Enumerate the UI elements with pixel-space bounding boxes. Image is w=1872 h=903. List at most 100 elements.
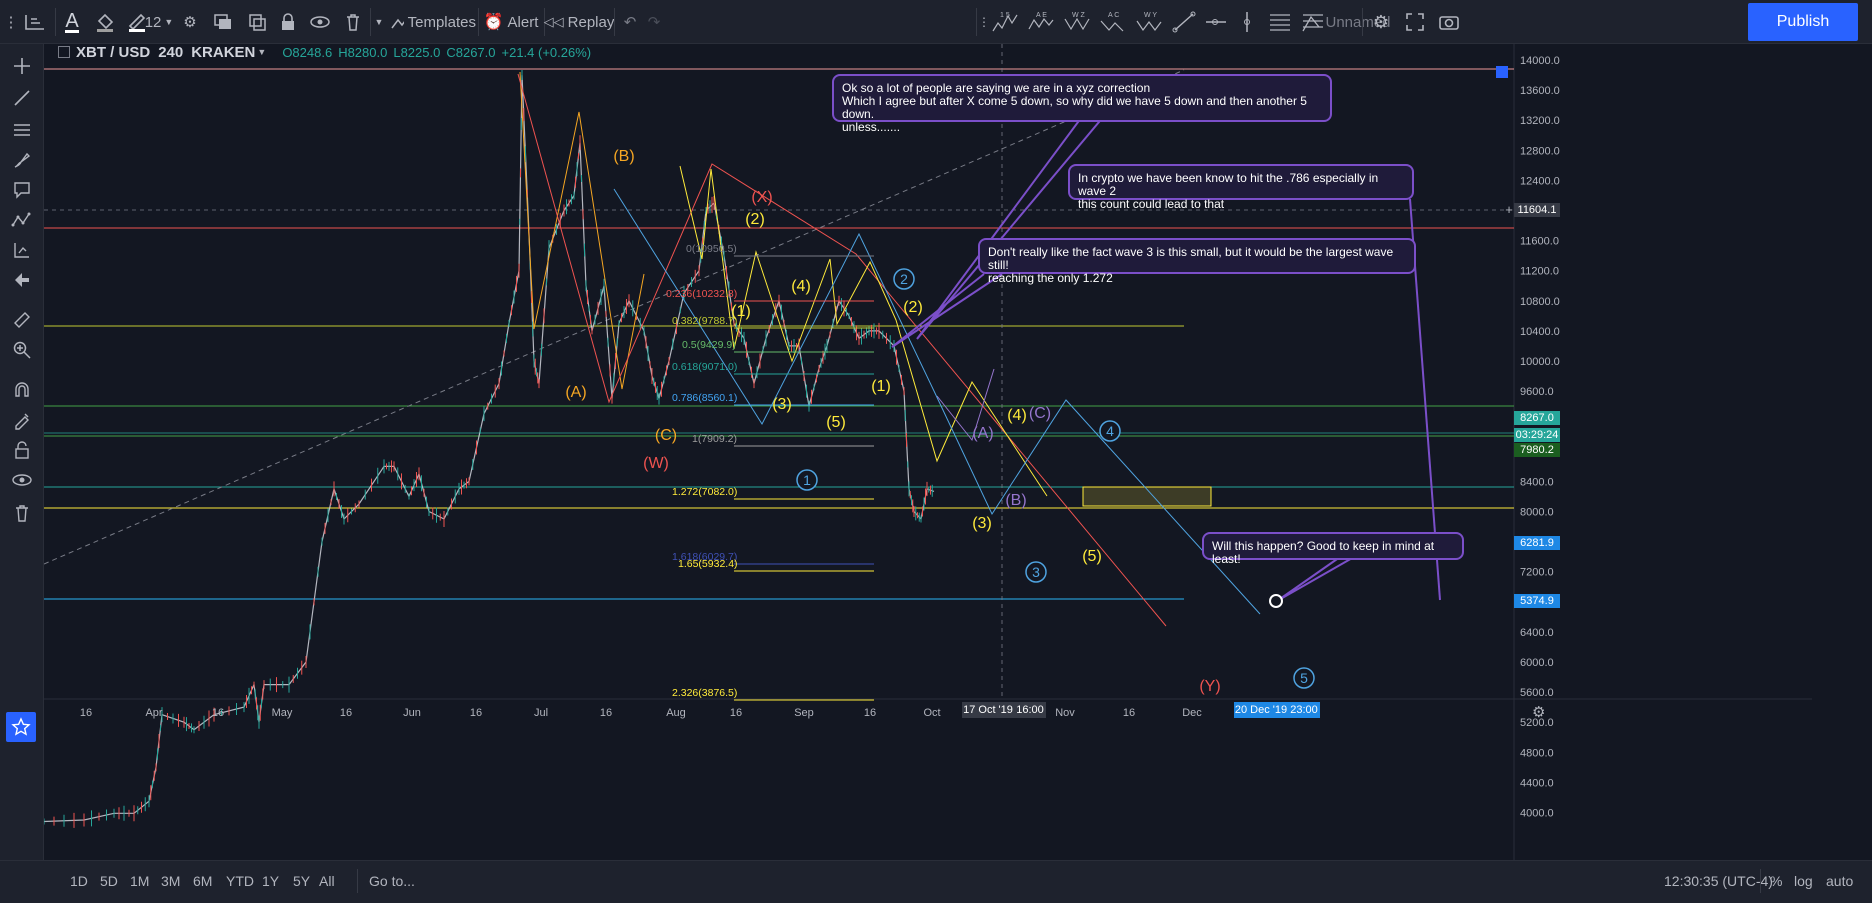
ruler-icon[interactable] bbox=[7, 306, 37, 334]
chart-type-icon[interactable] bbox=[18, 7, 52, 37]
lock-drawings-icon[interactable] bbox=[7, 436, 37, 464]
chart-settings-gear-icon[interactable]: ⚙ bbox=[1372, 11, 1390, 32]
elliott-correction-wave-icon[interactable]: A C bbox=[1096, 7, 1130, 37]
axis-settings-gear-icon[interactable]: ⚙ bbox=[1532, 704, 1546, 721]
fill-bucket-icon[interactable] bbox=[90, 7, 120, 37]
vertical-line-icon[interactable] bbox=[1232, 7, 1262, 37]
drawing-toolbar-handle-icon[interactable]: ⋮ bbox=[978, 15, 990, 29]
callout-note-wave3[interactable]: Don't really like the fact wave 3 is thi… bbox=[978, 238, 1416, 285]
arrow-left-icon[interactable] bbox=[7, 266, 37, 294]
more-chevron-icon[interactable]: ▼ bbox=[374, 17, 384, 27]
range-button-all[interactable]: All bbox=[319, 873, 335, 889]
replay-label: Replay bbox=[567, 13, 615, 31]
last-price-text: 8267.0 bbox=[1520, 412, 1554, 424]
time-tick-label: Jun bbox=[403, 707, 421, 719]
range-button-5d[interactable]: 5D bbox=[100, 873, 118, 889]
prediction-tool-icon[interactable] bbox=[7, 236, 37, 264]
crosshair-time-tag: 16:00 bbox=[1014, 702, 1046, 718]
crosshair-date-tag: 17 Oct '19 bbox=[962, 702, 1014, 718]
collapse-legend-icon[interactable] bbox=[58, 46, 70, 58]
fullscreen-icon[interactable] bbox=[1400, 7, 1430, 37]
lock-icon[interactable] bbox=[276, 7, 300, 37]
note-text: Ok so a lot of people are saying we are … bbox=[842, 81, 1307, 134]
drag-handle-icon[interactable]: ⋮ bbox=[3, 14, 19, 31]
templates-button[interactable]: Templates bbox=[390, 7, 476, 37]
elliott-triangle-wave-icon[interactable]: A E bbox=[1024, 7, 1058, 37]
redo-icon[interactable]: ↷ bbox=[647, 14, 661, 31]
goto-date-button[interactable]: Go to... bbox=[369, 873, 415, 889]
undo-icon[interactable]: ↶ bbox=[623, 14, 637, 31]
elliott-double-combo-icon[interactable]: W Y bbox=[1132, 7, 1166, 37]
fib-retracement-icon[interactable] bbox=[1264, 7, 1296, 37]
crosshair-icon[interactable] bbox=[7, 52, 37, 80]
brush-tool-icon[interactable] bbox=[7, 146, 37, 174]
countdown-label: 03:29:24 bbox=[1514, 428, 1560, 442]
log-scale-toggle[interactable]: log bbox=[1794, 873, 1813, 889]
wave-label-blue: 1 bbox=[803, 472, 811, 488]
settings-gear-icon[interactable]: ⚙ bbox=[183, 14, 197, 31]
range-button-6m[interactable]: 6M bbox=[193, 873, 213, 889]
favorite-star-icon[interactable] bbox=[6, 712, 36, 742]
wave-label-yellow: (5) bbox=[826, 414, 846, 431]
price-label-5374: 5374.9 bbox=[1514, 594, 1560, 608]
date-text: 17 Oct '19 bbox=[963, 704, 1013, 716]
camera-icon[interactable] bbox=[1434, 7, 1464, 37]
range-button-1y[interactable]: 1Y bbox=[262, 873, 280, 889]
clone-icon[interactable] bbox=[244, 7, 276, 37]
layout-name[interactable]: Unnamed bbox=[1325, 7, 1390, 37]
wave-label-yellow: (2) bbox=[745, 211, 765, 228]
fib-extension-icon[interactable] bbox=[1296, 7, 1330, 37]
horizontal-ray-icon[interactable] bbox=[1200, 7, 1232, 37]
range-button-1m[interactable]: 1M bbox=[130, 873, 150, 889]
timezone-clock[interactable]: 12:30:35 (UTC-4) bbox=[1664, 873, 1773, 889]
trash-icon[interactable] bbox=[340, 7, 366, 37]
text-color-icon[interactable]: A bbox=[65, 9, 79, 33]
auto-scale-toggle[interactable]: auto bbox=[1826, 873, 1853, 889]
auto-label: auto bbox=[1826, 873, 1854, 889]
time-tick-label: Nov bbox=[1055, 707, 1075, 719]
text-tool-icon[interactable] bbox=[7, 176, 37, 204]
hide-drawings-icon[interactable] bbox=[7, 466, 37, 494]
wave-label-red: (Y) bbox=[1199, 678, 1220, 695]
price-tick-label: 13200.0 bbox=[1520, 115, 1560, 127]
chevron-down-icon[interactable]: ▼ bbox=[257, 47, 267, 57]
callout-note-will-this-happen[interactable]: Will this happen? Good to keep in mind a… bbox=[1202, 532, 1464, 566]
visual-order-icon[interactable] bbox=[208, 7, 242, 37]
magnet-icon[interactable] bbox=[7, 376, 37, 404]
percent-scale-toggle[interactable]: % bbox=[1770, 873, 1782, 889]
trend-line-icon[interactable] bbox=[1168, 7, 1200, 37]
symbol-name[interactable]: XBT / USD bbox=[76, 43, 151, 61]
crosshair-price-text: 11604.1 bbox=[1517, 204, 1557, 216]
callout-note-xyz-correction[interactable]: Ok so a lot of people are saying we are … bbox=[832, 74, 1332, 134]
trend-line-tool-icon[interactable] bbox=[7, 84, 37, 112]
elliott-triple-combo-icon[interactable]: W Z bbox=[1060, 7, 1094, 37]
alert-button[interactable]: ⏰ Alert bbox=[482, 7, 540, 37]
range-button-ytd[interactable]: YTD bbox=[226, 873, 254, 889]
replay-button[interactable]: ◁◁ Replay bbox=[544, 7, 615, 37]
elliott-impulse-wave-icon[interactable]: 1 5 bbox=[988, 7, 1022, 37]
font-size-select[interactable]: 12 ▼ bbox=[145, 7, 174, 37]
line-color-icon[interactable] bbox=[122, 7, 152, 37]
stay-in-drawing-mode-icon[interactable] bbox=[7, 406, 37, 434]
add-crosshair-plus-icon[interactable]: + bbox=[1505, 202, 1513, 217]
interval-label[interactable]: 240 bbox=[158, 43, 184, 61]
publish-button[interactable]: Publish bbox=[1748, 3, 1858, 41]
chart-pane[interactable]: 0(10950.5) 0.236(10232.8) 0.382(9788.7) 0.5… bbox=[44, 44, 1812, 860]
wave-label-purple: (B) bbox=[1005, 492, 1026, 509]
remove-drawings-icon[interactable] bbox=[7, 499, 37, 527]
range-button-3m[interactable]: 3M bbox=[161, 873, 181, 889]
price-tick-label: 10000.0 bbox=[1520, 356, 1560, 368]
price-tick-label: 4400.0 bbox=[1520, 777, 1554, 789]
object-tree-icon[interactable] bbox=[1496, 66, 1508, 78]
exchange-label[interactable]: KRAKEN bbox=[191, 43, 256, 61]
zoom-in-icon[interactable] bbox=[7, 336, 37, 364]
range-button-1d[interactable]: 1D bbox=[70, 873, 88, 889]
wave-label-orange: (C) bbox=[655, 427, 677, 444]
channel-tool-icon[interactable] bbox=[7, 116, 37, 144]
note-text: Will this happen? Good to keep in mind a… bbox=[1212, 539, 1435, 566]
range-button-5y[interactable]: 5Y bbox=[293, 873, 311, 889]
eye-icon[interactable] bbox=[306, 7, 334, 37]
pattern-tool-icon[interactable] bbox=[7, 206, 37, 234]
target-date-tag: 20 Dec '19 bbox=[1234, 702, 1288, 718]
callout-note-786[interactable]: In crypto we have been know to hit the .… bbox=[1068, 164, 1414, 211]
